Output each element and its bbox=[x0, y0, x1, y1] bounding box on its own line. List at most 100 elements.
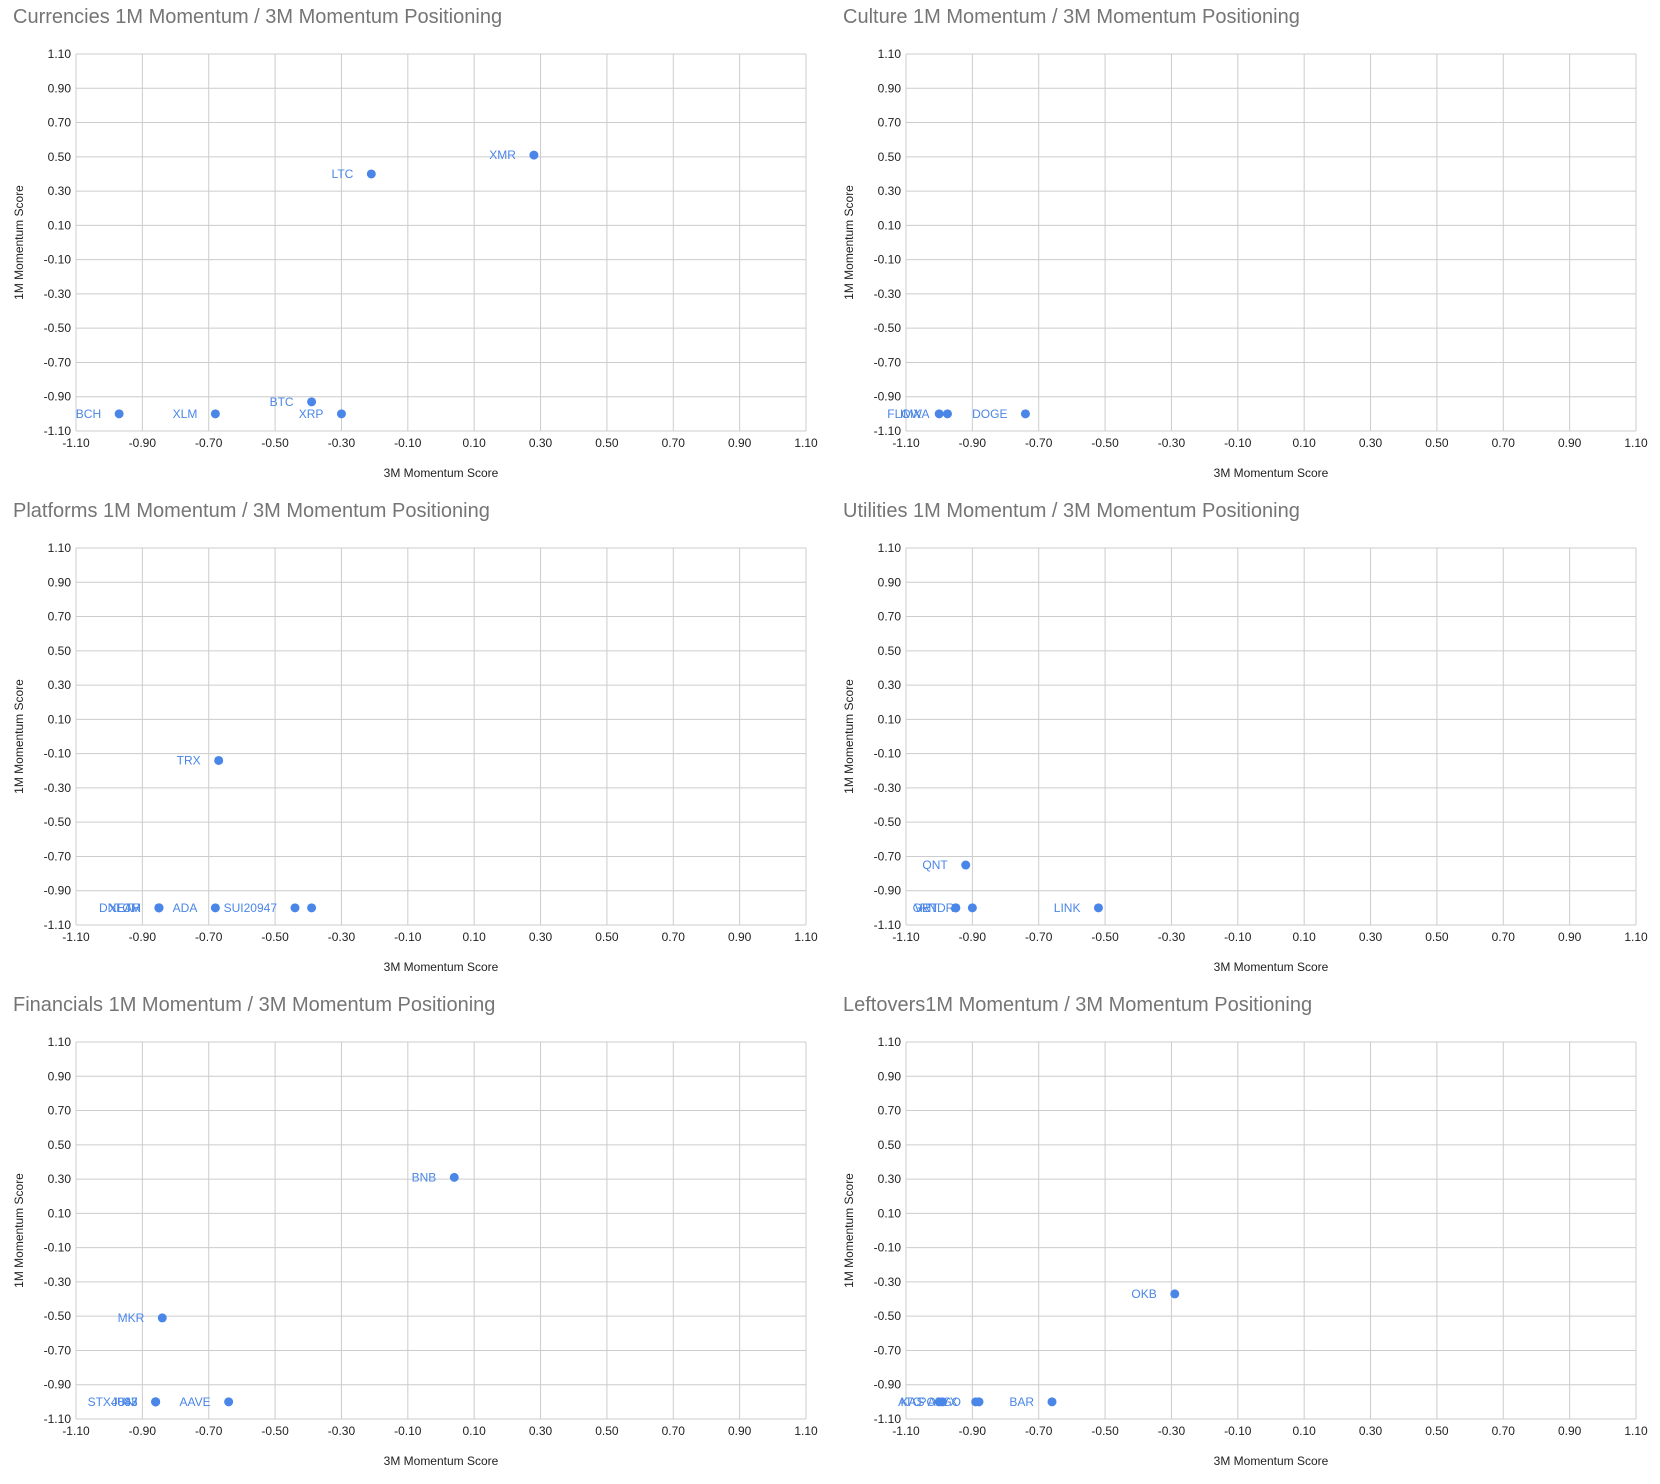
y-tick-label: 0.50 bbox=[878, 1138, 902, 1152]
y-tick-label: 1.10 bbox=[48, 47, 72, 61]
x-axis-label: 3M Momentum Score bbox=[1214, 466, 1329, 480]
x-tick-label: -0.10 bbox=[1224, 436, 1252, 450]
point-label: XMR bbox=[489, 148, 516, 162]
data-point bbox=[529, 150, 539, 160]
x-tick-label: -0.70 bbox=[1025, 436, 1053, 450]
y-tick-label: -0.70 bbox=[874, 1343, 902, 1357]
x-tick-label: 1.10 bbox=[1624, 1424, 1648, 1438]
point-label: LTC bbox=[332, 167, 354, 181]
chart-culture: Culture 1M Momentum / 3M Momentum Positi… bbox=[830, 0, 1660, 494]
y-tick-label: 1.10 bbox=[48, 541, 72, 555]
point-label: SUI20947 bbox=[224, 901, 278, 915]
y-tick-label: 0.30 bbox=[878, 184, 902, 198]
y-tick-label: -0.30 bbox=[874, 1275, 902, 1289]
y-tick-label: -0.50 bbox=[44, 815, 72, 829]
y-tick-label: -1.10 bbox=[874, 424, 902, 438]
y-tick-label: 0.90 bbox=[48, 81, 72, 95]
y-tick-label: 0.90 bbox=[878, 1069, 902, 1083]
y-tick-label: -0.90 bbox=[874, 884, 902, 898]
y-tick-label: 0.10 bbox=[878, 712, 902, 726]
x-tick-label: 0.30 bbox=[1359, 1424, 1383, 1438]
y-tick-label: -0.10 bbox=[874, 1241, 902, 1255]
y-tick-label: 0.70 bbox=[48, 610, 72, 624]
point-label: DNEAR bbox=[99, 901, 141, 915]
y-axis-label: 1M Momentum Score bbox=[842, 1173, 856, 1288]
x-tick-label: 0.90 bbox=[728, 436, 752, 450]
y-tick-label: 0.30 bbox=[48, 678, 72, 692]
scatter-plot: -1.10-1.10 -0.90 -0.90 -0.70 -0.70 -0.50 -0.50… bbox=[842, 541, 1648, 974]
data-point bbox=[210, 409, 220, 419]
y-tick-label: 0.50 bbox=[48, 644, 72, 658]
x-tick-label: 0.10 bbox=[463, 1424, 487, 1438]
x-tick-label: -0.10 bbox=[1224, 1424, 1252, 1438]
y-tick-label: 0.10 bbox=[48, 218, 72, 232]
point-label: XRP bbox=[299, 407, 324, 421]
x-tick-label: 0.50 bbox=[595, 1424, 619, 1438]
x-tick-label: 0.10 bbox=[1293, 436, 1317, 450]
x-tick-label: -0.90 bbox=[129, 1424, 157, 1438]
data-point bbox=[1047, 1397, 1057, 1407]
point-label: ALGO bbox=[928, 1395, 961, 1409]
x-tick-label: -1.10 bbox=[892, 930, 920, 944]
y-tick-label: -0.30 bbox=[874, 781, 902, 795]
x-tick-label: -0.30 bbox=[1158, 1424, 1186, 1438]
data-point bbox=[1093, 903, 1103, 913]
x-tick-label: -0.10 bbox=[394, 436, 422, 450]
x-tick-label: 0.10 bbox=[463, 436, 487, 450]
point-label: BNB bbox=[412, 1170, 437, 1184]
y-tick-label: -0.10 bbox=[44, 747, 72, 761]
x-tick-label: -0.70 bbox=[195, 1424, 223, 1438]
y-tick-label: 1.10 bbox=[878, 47, 902, 61]
y-tick-label: -0.50 bbox=[874, 1309, 902, 1323]
data-point bbox=[157, 1313, 167, 1323]
point-label: MKR bbox=[118, 1311, 145, 1325]
y-tick-label: 0.50 bbox=[48, 150, 72, 164]
x-tick-label: 0.10 bbox=[1293, 1424, 1317, 1438]
data-point bbox=[951, 903, 961, 913]
x-tick-label: -0.90 bbox=[129, 436, 157, 450]
y-tick-label: -0.50 bbox=[874, 321, 902, 335]
x-tick-label: 1.10 bbox=[1624, 436, 1648, 450]
x-tick-label: -1.10 bbox=[62, 1424, 90, 1438]
y-axis-label: 1M Momentum Score bbox=[12, 1173, 26, 1288]
x-tick-label: -1.10 bbox=[62, 436, 90, 450]
x-tick-label: 0.70 bbox=[662, 436, 686, 450]
x-tick-label: -0.90 bbox=[959, 930, 987, 944]
y-tick-label: -0.90 bbox=[44, 884, 72, 898]
chart-title: Leftovers1M Momentum / 3M Momentum Posit… bbox=[843, 994, 1313, 1016]
scatter-plot: -1.10-1.10 -0.90 -0.90 -0.70 -0.70 -0.50 -0.50… bbox=[12, 1035, 818, 1468]
x-tick-label: 0.10 bbox=[463, 930, 487, 944]
x-tick-label: -0.90 bbox=[959, 1424, 987, 1438]
gridlines bbox=[905, 53, 1637, 432]
data-point bbox=[154, 903, 164, 913]
y-tick-label: 1.10 bbox=[878, 1035, 902, 1049]
x-tick-label: 0.30 bbox=[1359, 930, 1383, 944]
y-tick-label: -0.10 bbox=[44, 253, 72, 267]
chart-title: Financials 1M Momentum / 3M Momentum Pos… bbox=[13, 994, 496, 1016]
x-tick-label: -0.30 bbox=[1158, 930, 1186, 944]
x-tick-label: -0.90 bbox=[129, 930, 157, 944]
x-tick-label: 0.90 bbox=[1558, 1424, 1582, 1438]
y-tick-label: -0.10 bbox=[874, 747, 902, 761]
data-point bbox=[290, 903, 300, 913]
y-tick-label: 0.30 bbox=[878, 678, 902, 692]
y-tick-label: -0.10 bbox=[874, 253, 902, 267]
point-label: XLM bbox=[173, 407, 198, 421]
y-axis-label: 1M Momentum Score bbox=[12, 679, 26, 794]
data-point bbox=[942, 409, 952, 419]
y-tick-label: -0.70 bbox=[874, 355, 902, 369]
x-tick-label: 1.10 bbox=[794, 930, 818, 944]
x-tick-label: 1.10 bbox=[794, 1424, 818, 1438]
gridlines bbox=[75, 1041, 807, 1420]
x-tick-label: -0.10 bbox=[394, 930, 422, 944]
chart-financials: Financials 1M Momentum / 3M Momentum Pos… bbox=[0, 988, 830, 1482]
data-point bbox=[307, 397, 317, 407]
data-point bbox=[961, 860, 971, 870]
y-tick-label: -1.10 bbox=[44, 424, 72, 438]
y-tick-label: 0.50 bbox=[878, 150, 902, 164]
scatter-plot: -1.10-1.10 -0.90 -0.90 -0.70 -0.70 -0.50 -0.50… bbox=[842, 1035, 1648, 1468]
y-tick-label: 0.10 bbox=[878, 1206, 902, 1220]
x-tick-label: -0.70 bbox=[1025, 930, 1053, 944]
y-tick-label: 0.70 bbox=[48, 1104, 72, 1118]
point-label: OKB bbox=[1131, 1287, 1156, 1301]
